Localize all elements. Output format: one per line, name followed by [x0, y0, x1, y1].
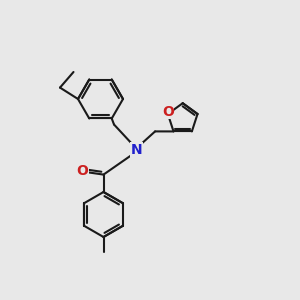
Text: O: O	[76, 164, 88, 178]
Text: O: O	[162, 105, 174, 118]
Text: N: N	[131, 143, 142, 157]
